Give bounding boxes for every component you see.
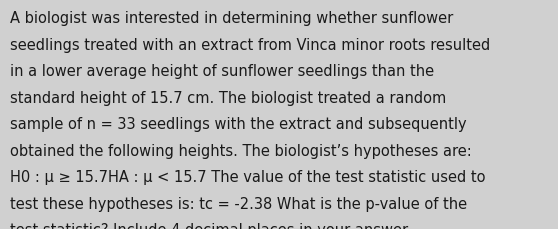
Text: test statistic? Include 4 decimal places in your answer.: test statistic? Include 4 decimal places… — [10, 222, 412, 229]
Text: test these hypotheses is: tc = -2.38 What is the p-value of the: test these hypotheses is: tc = -2.38 Wha… — [10, 196, 467, 211]
Text: A biologist was interested in determining whether sunflower: A biologist was interested in determinin… — [10, 11, 453, 26]
Text: obtained the following heights. The biologist’s hypotheses are:: obtained the following heights. The biol… — [10, 143, 472, 158]
Text: H0 : μ ≥ 15.7HA : μ < 15.7 The value of the test statistic used to: H0 : μ ≥ 15.7HA : μ < 15.7 The value of … — [10, 169, 485, 184]
Text: standard height of 15.7 cm. The biologist treated a random: standard height of 15.7 cm. The biologis… — [10, 90, 446, 105]
Text: seedlings treated with an extract from Vinca minor roots resulted: seedlings treated with an extract from V… — [10, 38, 490, 53]
Text: in a lower average height of sunflower seedlings than the: in a lower average height of sunflower s… — [10, 64, 434, 79]
Text: sample of n = 33 seedlings with the extract and subsequently: sample of n = 33 seedlings with the extr… — [10, 117, 466, 132]
